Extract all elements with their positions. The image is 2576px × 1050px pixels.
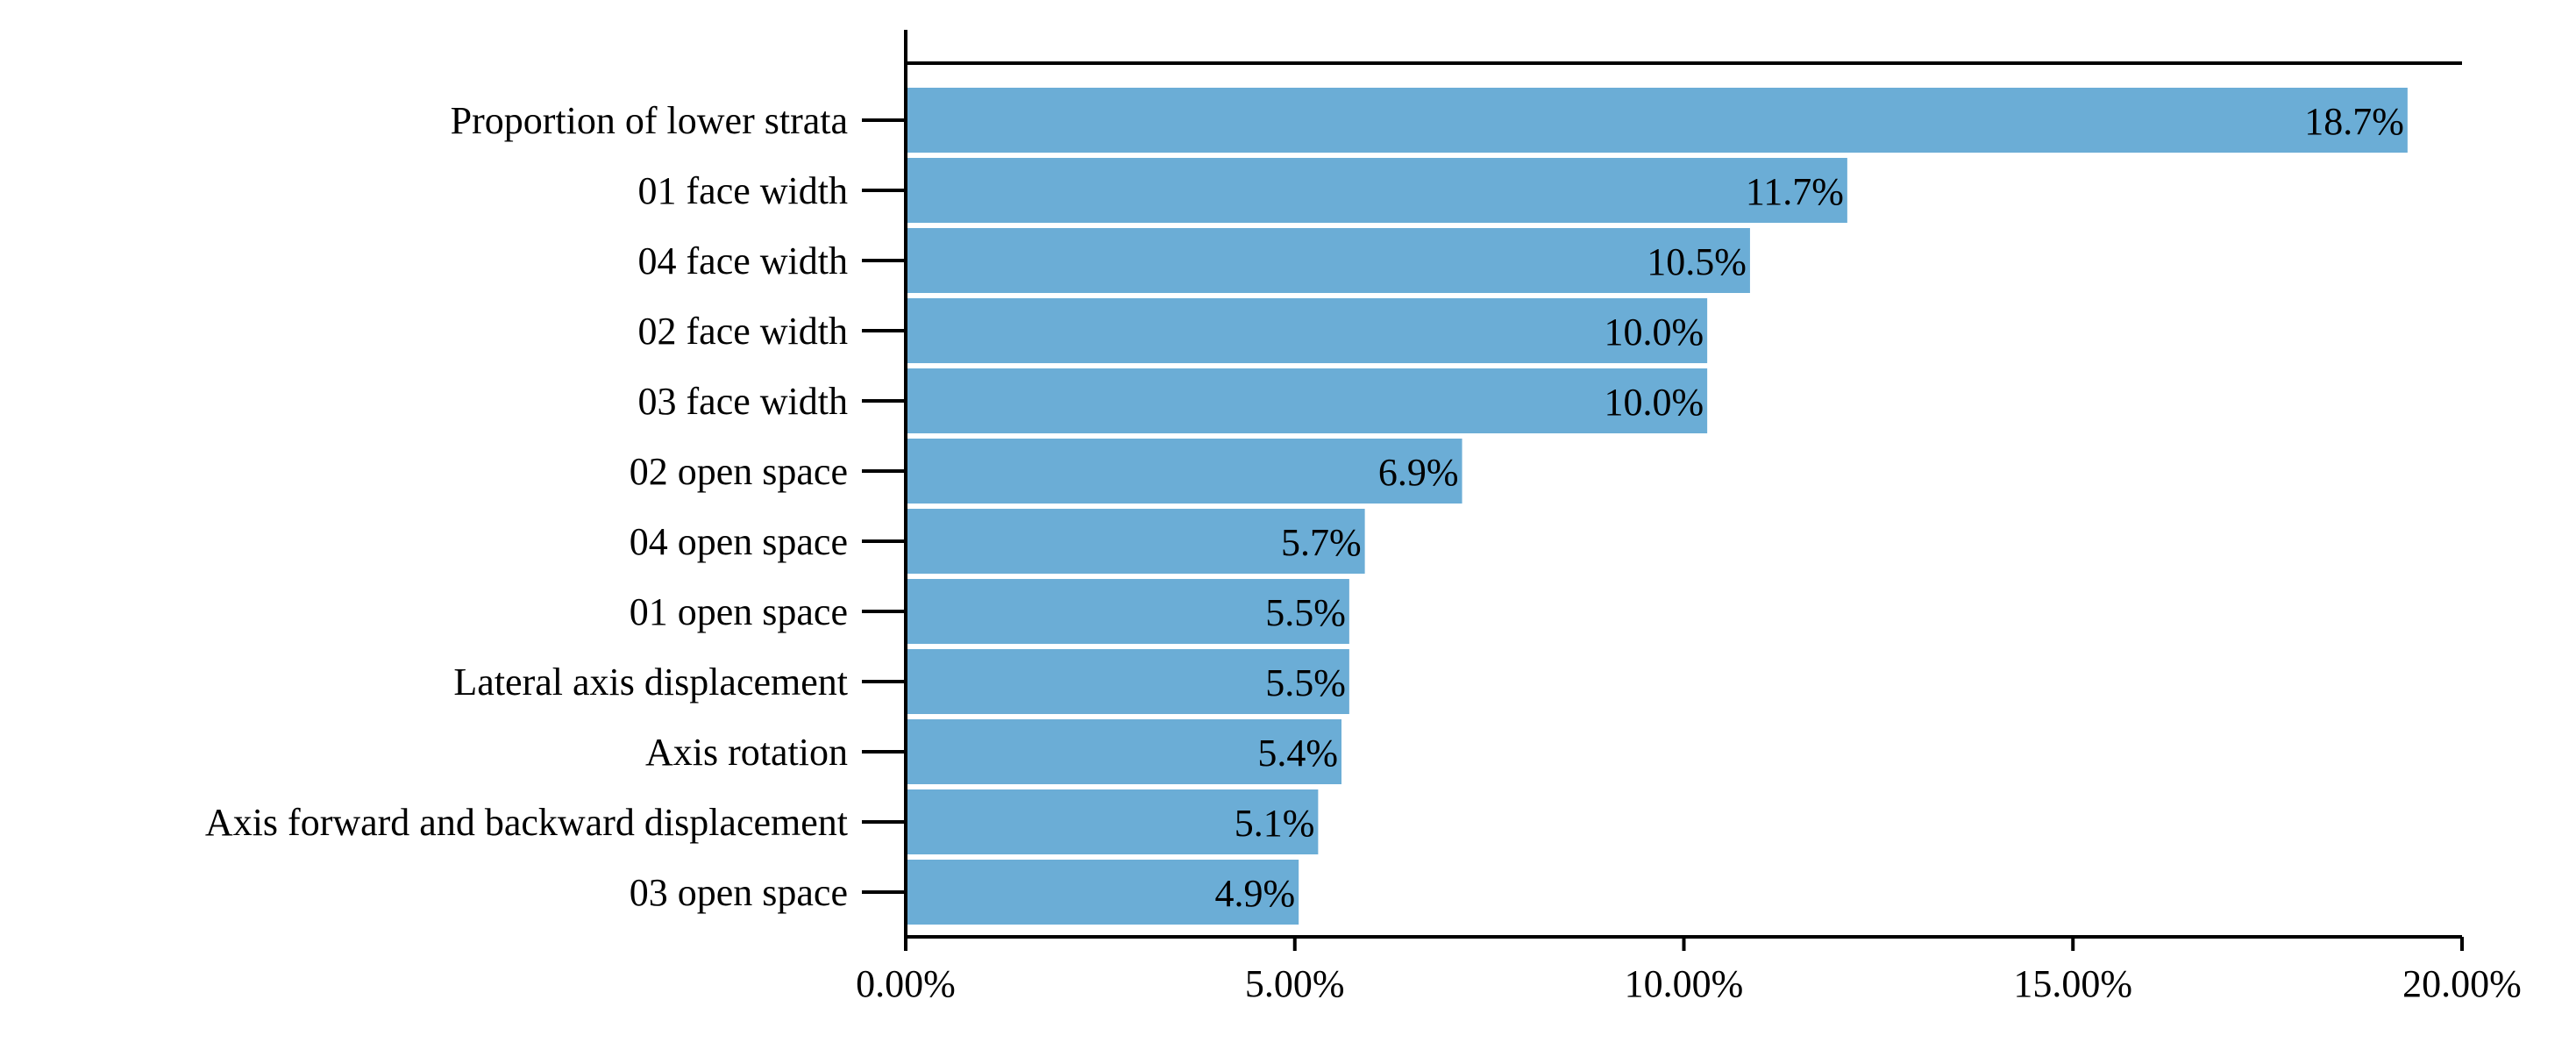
- bar-data-label: 10.0%: [1604, 381, 1704, 424]
- bar-data-label: 11.7%: [1746, 170, 1844, 213]
- bar-data-label: 5.5%: [1265, 661, 1346, 704]
- x-tick-label: 15.00%: [2013, 962, 2132, 1005]
- x-axis: 0.00% 5.00% 10.00% 15.00% 20.00%: [856, 61, 2522, 1005]
- x-tick-label: 0.00%: [856, 962, 956, 1005]
- bar-data-label: 5.7%: [1281, 521, 1362, 564]
- bar: [906, 649, 1349, 714]
- category-label: 04 face width: [638, 239, 848, 282]
- bar: [906, 789, 1319, 854]
- category-label: 03 face width: [638, 380, 848, 423]
- x-tick-label: 20.00%: [2402, 962, 2522, 1005]
- bar: [906, 860, 1299, 925]
- category-label: 01 open space: [630, 590, 848, 633]
- bar: [906, 579, 1349, 644]
- category-label: 04 open space: [630, 520, 848, 563]
- bars-group: [906, 88, 2408, 925]
- x-tick-label: 10.00%: [1625, 962, 1744, 1005]
- bar: [906, 719, 1341, 784]
- category-label: 03 open space: [630, 871, 848, 914]
- category-label: 02 face width: [638, 310, 848, 353]
- category-label: Lateral axis displacement: [453, 661, 848, 704]
- bar-data-label: 4.9%: [1215, 872, 1296, 915]
- category-label: 01 face width: [638, 169, 848, 212]
- category-label: Axis rotation: [645, 731, 848, 774]
- bar-data-label: 10.0%: [1604, 311, 1704, 354]
- bar: [906, 88, 2408, 153]
- y-axis: Proportion of lower strata 01 face width 0…: [205, 30, 907, 937]
- bar-data-label: 5.5%: [1265, 591, 1346, 634]
- data-labels-group: 18.7% 11.7% 10.5% 10.0% 10.0% 6.9% 5.7% 5.5% 5.5…: [1215, 100, 2404, 915]
- bar-data-label: 10.5%: [1647, 240, 1747, 283]
- category-label: 02 open space: [630, 450, 848, 493]
- bar-data-label: 18.7%: [2304, 100, 2404, 143]
- bar-data-label: 5.4%: [1257, 732, 1338, 775]
- bar: [906, 298, 1708, 363]
- bar: [906, 509, 1365, 574]
- bar-data-label: 6.9%: [1378, 451, 1459, 494]
- bar: [906, 228, 1750, 293]
- bar: [906, 439, 1462, 504]
- bar: [906, 158, 1847, 223]
- bar-data-label: 5.1%: [1235, 802, 1315, 845]
- category-label: Proportion of lower strata: [451, 99, 848, 142]
- x-tick-label: 5.00%: [1245, 962, 1345, 1005]
- bar: [906, 368, 1708, 433]
- category-label: Axis forward and backward displacement: [205, 801, 848, 844]
